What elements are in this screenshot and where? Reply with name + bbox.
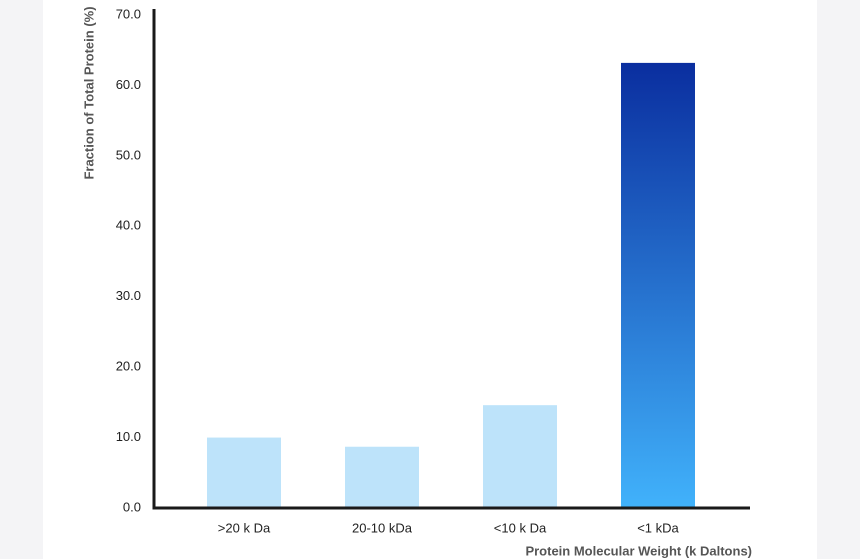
x-tick-label: >20 k Da [218,520,271,535]
y-tick-label: 60.0 [116,77,141,92]
bar [621,62,695,509]
x-tick-label: <1 kDa [637,520,679,535]
x-axis-title: Protein Molecular Weight (k Daltons) [525,543,752,558]
y-tick-label: 40.0 [116,218,141,233]
y-tick-label: 30.0 [116,288,141,303]
y-tick-label: 20.0 [116,359,141,374]
y-tick-label: 50.0 [116,147,141,162]
y-tick-label: 0.0 [123,499,141,514]
bar [207,437,281,508]
y-tick-label: 10.0 [116,429,141,444]
y-axis-title: Fraction of Total Protein (%) [81,6,96,179]
y-tick-label: 70.0 [116,6,141,21]
bar [345,446,419,508]
x-tick-label: 20-10 kDa [352,520,413,535]
x-tick-label: <10 k Da [494,520,547,535]
bar [483,405,557,508]
